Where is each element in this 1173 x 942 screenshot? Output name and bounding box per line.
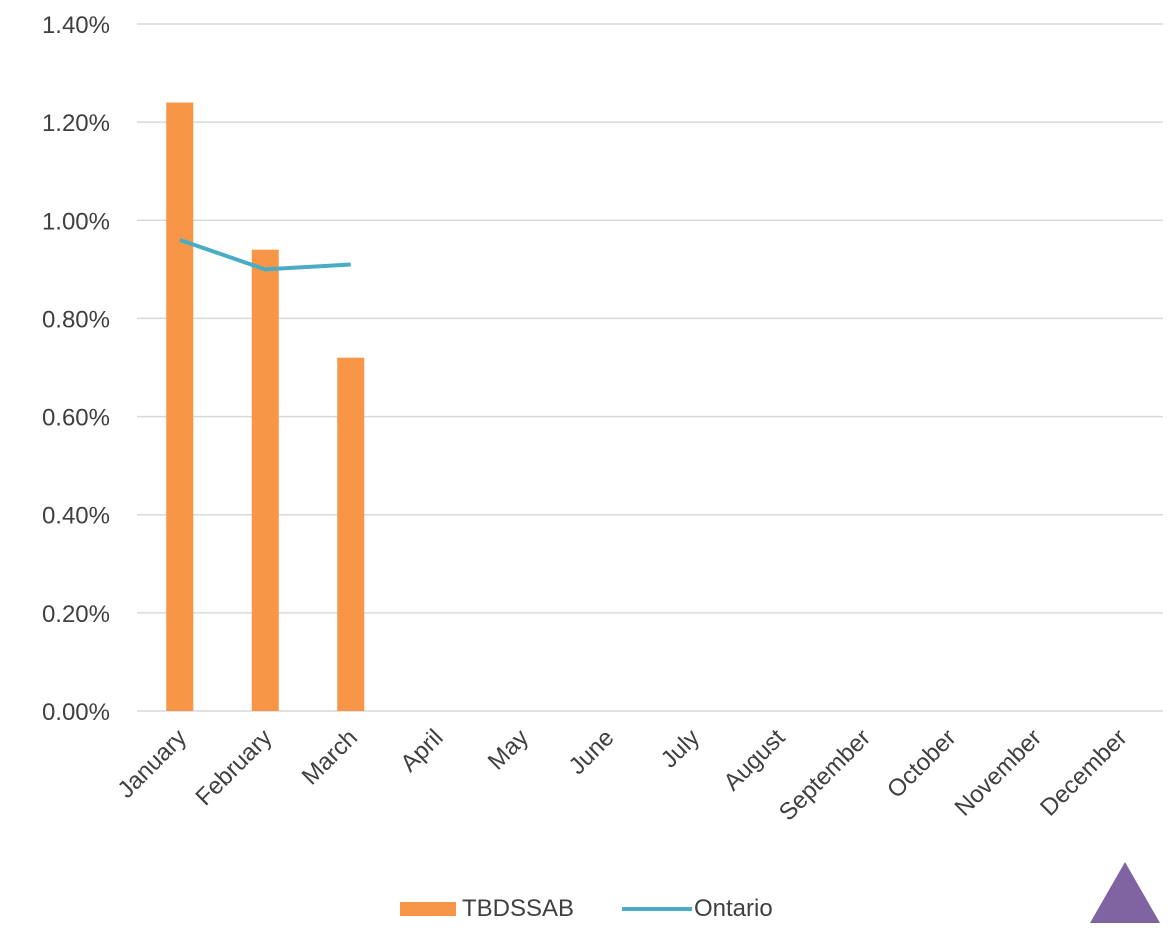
- legend-swatch-tbdssab: [400, 902, 456, 916]
- y-tick-label: 0.20%: [42, 601, 110, 628]
- legend-label-tbdssab: TBDSSAB: [462, 895, 574, 922]
- x-tick-label: September: [774, 724, 876, 826]
- y-tick-label: 1.20%: [42, 110, 110, 137]
- x-tick-label: January: [113, 724, 192, 803]
- x-tick-label: May: [483, 724, 534, 775]
- y-tick-label: 0.00%: [42, 699, 110, 726]
- bar-march: [337, 357, 365, 711]
- y-tick-label: 0.40%: [42, 503, 110, 530]
- y-tick-label: 0.80%: [42, 306, 110, 333]
- x-tick-label: October: [882, 724, 961, 803]
- legend: TBDSSAB Ontario: [400, 895, 773, 922]
- line-ontario: [179, 238, 351, 272]
- x-tick-label: July: [656, 724, 705, 773]
- x-tick-label: August: [719, 724, 791, 796]
- legend-label-ontario: Ontario: [694, 895, 773, 922]
- line-series-ontario: [179, 238, 351, 272]
- y-tick-label: 1.40%: [42, 12, 110, 39]
- bar-february: [251, 249, 279, 711]
- x-tick-label: April: [395, 724, 448, 777]
- bar-january: [166, 102, 194, 711]
- gridlines: [137, 23, 1163, 712]
- y-axis-ticks: 0.00% 0.20% 0.40% 0.60% 0.80% 1.00% 1.20% 1.40%: [42, 12, 110, 726]
- bar-series-tbdssab: [166, 102, 365, 711]
- corner-triangle: [1090, 862, 1160, 923]
- corner-triangle-decoration: [1090, 862, 1160, 923]
- x-tick-label: June: [564, 724, 620, 780]
- y-tick-label: 0.60%: [42, 405, 110, 432]
- x-tick-label: December: [1035, 724, 1132, 821]
- x-tick-label: February: [190, 724, 277, 811]
- x-tick-label: March: [297, 724, 363, 790]
- y-tick-label: 1.00%: [42, 208, 110, 235]
- x-tick-label: November: [950, 724, 1047, 821]
- chart: 0.00% 0.20% 0.40% 0.60% 0.80% 1.00% 1.20% 1.40%…: [42, 12, 1163, 922]
